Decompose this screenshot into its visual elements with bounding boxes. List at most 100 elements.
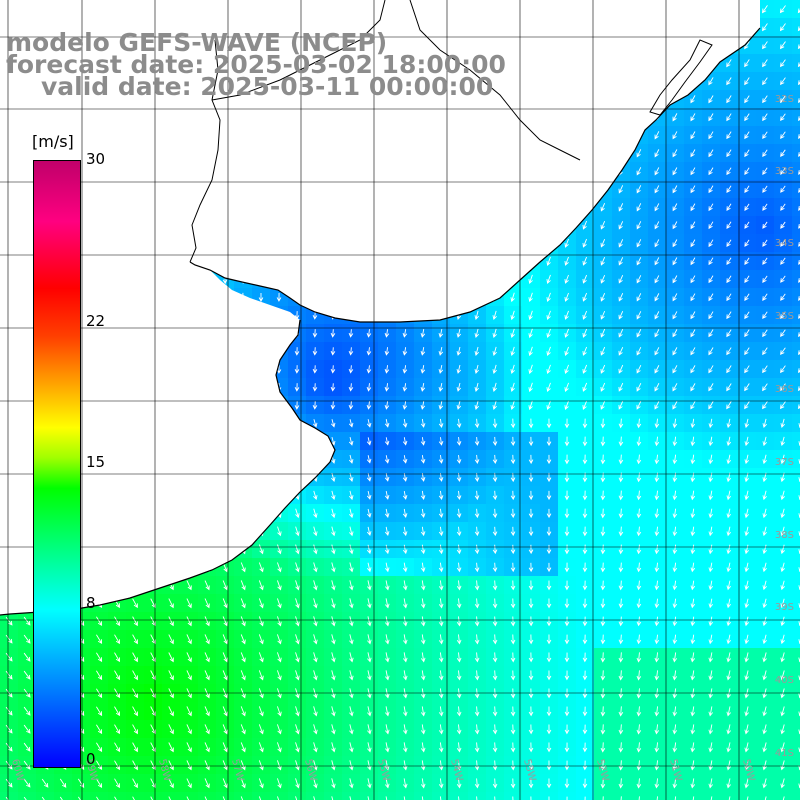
wind-arrow xyxy=(564,616,570,627)
wind-arrow xyxy=(564,760,570,771)
valid-date: valid date: 2025-03-11 00:00:00 xyxy=(41,72,494,101)
latitude-label: 36S xyxy=(775,384,794,395)
wind-arrow xyxy=(546,382,551,393)
wind-arrow xyxy=(582,616,588,627)
wind-arrow xyxy=(636,580,642,591)
wind-arrow xyxy=(744,95,750,104)
wind-arrow xyxy=(564,652,570,663)
wind-arrow xyxy=(492,598,498,609)
wind-arrow xyxy=(168,760,174,771)
wind-arrow xyxy=(582,778,588,789)
wind-arrow xyxy=(258,634,264,645)
wind-arrow xyxy=(690,436,696,447)
wind-arrow xyxy=(744,562,749,573)
wind-arrow xyxy=(168,652,174,663)
wind-arrow xyxy=(240,616,246,627)
wind-arrow xyxy=(762,670,767,681)
wind-arrow xyxy=(762,778,767,789)
wind-arrow xyxy=(744,490,749,501)
wind-arrow xyxy=(204,652,210,663)
wind-arrow xyxy=(762,436,767,447)
wind-cell xyxy=(54,792,72,800)
wind-arrow xyxy=(168,616,174,627)
wind-arrow xyxy=(726,59,732,68)
wind-arrow xyxy=(313,634,318,645)
wind-arrow xyxy=(618,778,624,789)
wind-arrow xyxy=(546,418,552,429)
wind-arrow xyxy=(150,760,156,771)
wind-arrow xyxy=(59,796,63,800)
wind-arrow xyxy=(348,437,354,446)
wind-arrow xyxy=(654,652,660,663)
wind-arrow xyxy=(349,706,354,717)
wind-arrow xyxy=(458,796,460,800)
wind-arrow xyxy=(402,742,408,753)
wind-arrow xyxy=(492,418,498,429)
wind-arrow xyxy=(762,562,767,573)
wind-arrow xyxy=(528,328,533,339)
wind-arrow xyxy=(114,616,120,627)
land-mask xyxy=(0,0,760,615)
colorbar-units: [m/s] xyxy=(32,132,74,151)
wind-arrow xyxy=(690,490,696,501)
wind-arrow xyxy=(708,77,714,86)
wind-arrow xyxy=(762,742,767,753)
wind-arrow xyxy=(762,365,768,374)
wind-arrow xyxy=(150,706,156,717)
wind-arrow xyxy=(294,401,300,410)
wind-arrow xyxy=(797,62,800,68)
wind-cell xyxy=(468,792,486,800)
wind-arrow xyxy=(582,310,588,320)
wind-cell xyxy=(792,486,800,504)
wind-arrow xyxy=(132,634,138,645)
wind-arrow xyxy=(744,508,749,519)
wind-cell xyxy=(792,666,800,684)
wind-arrow xyxy=(456,634,462,645)
wind-arrow xyxy=(636,562,642,573)
wind-arrow xyxy=(96,634,103,645)
wind-arrow xyxy=(780,221,786,229)
wind-arrow xyxy=(312,329,318,338)
wind-arrow xyxy=(438,634,444,645)
wind-arrow xyxy=(636,616,642,627)
wind-arrow xyxy=(672,418,678,429)
wind-arrow xyxy=(672,490,678,501)
wind-arrow xyxy=(582,742,588,753)
wind-arrow xyxy=(654,436,660,447)
wind-arrow xyxy=(456,418,462,429)
latitude-label: 40S xyxy=(775,675,794,686)
wind-arrow xyxy=(780,670,785,681)
wind-arrow xyxy=(5,796,9,800)
wind-arrow xyxy=(582,400,588,410)
wind-cell xyxy=(792,198,800,216)
wind-arrow xyxy=(438,778,444,789)
wind-arrow xyxy=(438,490,444,500)
wind-arrow xyxy=(690,203,696,212)
wind-arrow xyxy=(204,580,210,591)
wind-arrow xyxy=(313,580,318,591)
wind-arrow xyxy=(744,203,750,211)
wind-arrow xyxy=(348,365,354,374)
wind-arrow xyxy=(240,724,246,735)
wind-arrow xyxy=(313,760,318,771)
wind-arrow xyxy=(349,652,354,663)
wind-cell xyxy=(792,18,800,36)
wind-arrow xyxy=(204,724,210,735)
wind-arrow xyxy=(385,652,390,663)
wind-arrow xyxy=(674,796,677,800)
wind-arrow xyxy=(672,149,678,158)
wind-arrow xyxy=(564,256,569,266)
wind-arrow xyxy=(564,274,569,284)
wind-arrow xyxy=(618,598,624,609)
wind-arrow xyxy=(780,418,785,429)
colorbar-tick-label: 0 xyxy=(86,750,96,768)
wind-arrow xyxy=(349,544,354,555)
wind-arrow xyxy=(420,634,426,645)
wind-arrow xyxy=(798,242,800,247)
wind-arrow xyxy=(385,742,390,753)
wind-arrow xyxy=(366,401,372,410)
wind-arrow xyxy=(492,526,498,537)
wind-arrow xyxy=(654,221,660,230)
wind-arrow xyxy=(438,382,444,392)
wind-arrow xyxy=(564,580,570,591)
